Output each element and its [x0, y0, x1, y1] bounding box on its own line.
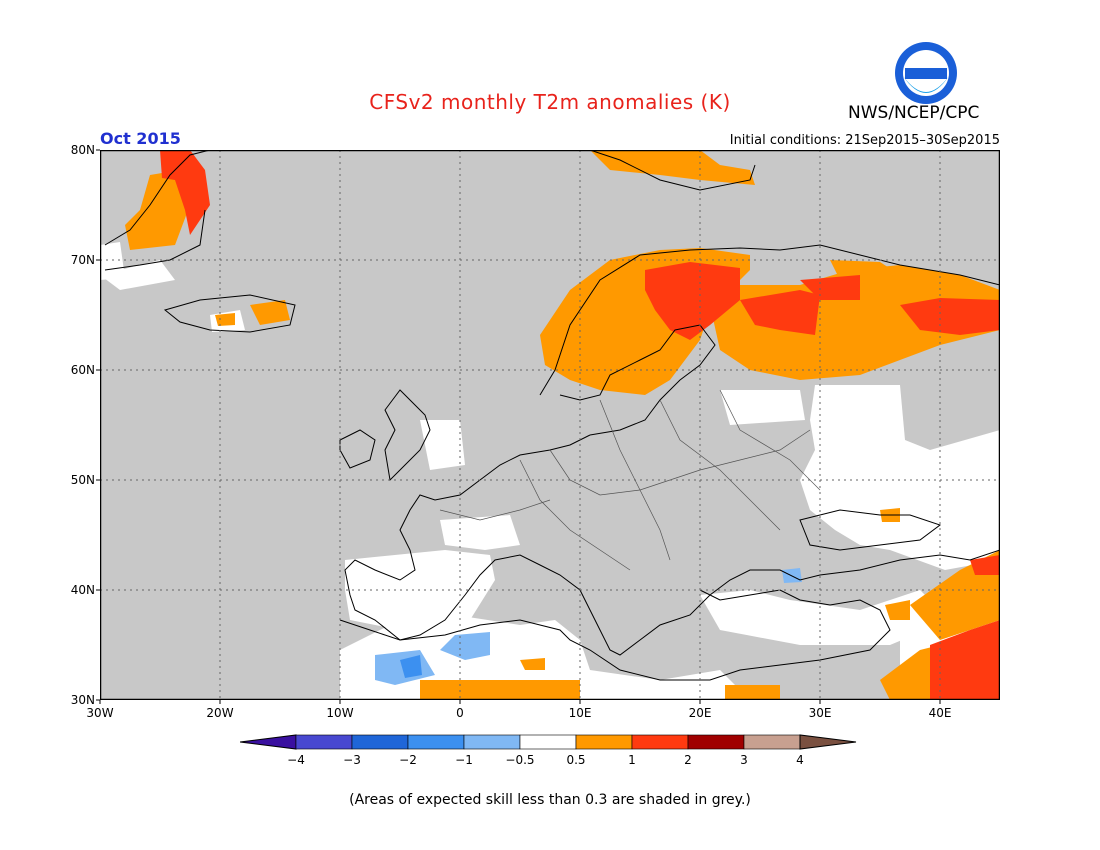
- axis-labels: 80N 70N 60N 50N 40N 30N 30W 20W 10W 0 10E 20E 30E 40…: [71, 143, 952, 720]
- country-borders: [439, 389, 821, 571]
- legend-swatch: [631, 734, 689, 750]
- legend-swatch: [407, 734, 465, 750]
- lat-label: 50N: [71, 473, 95, 487]
- legend-label: −3: [343, 753, 361, 767]
- legend-label: 2: [684, 753, 692, 767]
- legend-label: 1: [628, 753, 636, 767]
- strong-warm-anomaly-areas: [160, 150, 1000, 700]
- lat-label: 40N: [71, 583, 95, 597]
- lon-label: 10E: [569, 706, 592, 720]
- legend-swatch: [519, 734, 577, 750]
- legend-label: −2: [399, 753, 417, 767]
- lon-label: 40E: [929, 706, 952, 720]
- chart-title: CFSv2 monthly T2m anomalies (K): [369, 90, 731, 114]
- skill-footnote: (Areas of expected skill less than 0.3 a…: [349, 792, 751, 808]
- cold-anomaly-areas: [375, 568, 802, 685]
- lat-label: 80N: [71, 143, 95, 157]
- legend-swatch: [799, 734, 857, 750]
- anomaly-map: [100, 150, 1000, 700]
- legend-swatch: [463, 734, 521, 750]
- lon-label: 20E: [689, 706, 712, 720]
- lon-label: 20W: [206, 706, 233, 720]
- lat-label: 60N: [71, 363, 95, 377]
- legend-label: −1: [455, 753, 473, 767]
- forecast-month: Oct 2015: [100, 129, 181, 148]
- lat-label: 70N: [71, 253, 95, 267]
- legend-swatch: [743, 734, 801, 750]
- legend-label: −4: [287, 753, 305, 767]
- legend-label: 0.5: [566, 753, 585, 767]
- color-legend: −4 −3 −2 −1 −0.5 0.5 1 2 3 4: [240, 734, 857, 767]
- legend-swatch: [687, 734, 745, 750]
- noaa-logo: [895, 42, 957, 104]
- legend-swatch: [240, 734, 297, 750]
- legend-swatch: [295, 734, 353, 750]
- lon-label: 10W: [326, 706, 353, 720]
- lon-label: 30E: [809, 706, 832, 720]
- map-frame: [100, 150, 1000, 700]
- legend-swatch: [575, 734, 633, 750]
- graticule: [100, 150, 1000, 700]
- lon-label: 30W: [86, 706, 113, 720]
- lon-label: 0: [456, 706, 464, 720]
- legend-label: 3: [740, 753, 748, 767]
- legend-label: −0.5: [505, 753, 534, 767]
- initial-conditions: Initial conditions: 21Sep2015–30Sep2015: [729, 133, 1000, 148]
- legend-swatch: [351, 734, 409, 750]
- agency-label: NWS/NCEP/CPC: [848, 103, 980, 123]
- legend-label: 4: [796, 753, 804, 767]
- lat-label: 30N: [71, 693, 95, 707]
